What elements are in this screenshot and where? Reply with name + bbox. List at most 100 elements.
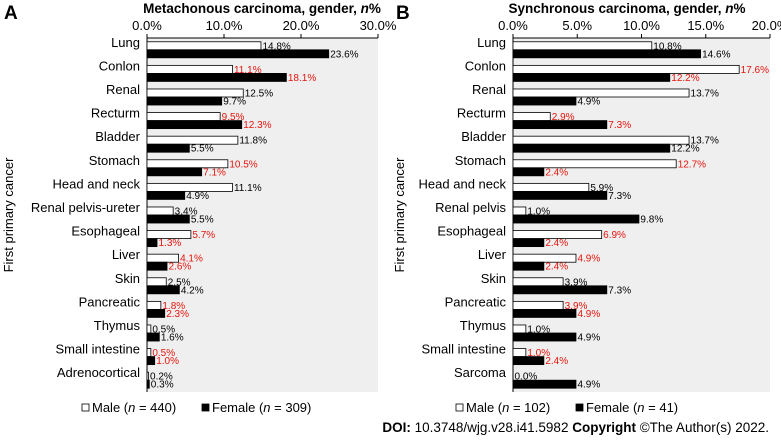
category-label-b: Skin (481, 271, 506, 286)
bar-female-b (512, 356, 545, 366)
data-label-male-b: 12.7% (678, 159, 706, 170)
category-label-a: Lung (111, 35, 140, 50)
bar-male-b (512, 112, 551, 121)
bar-male-b (512, 88, 690, 98)
x-tick-label-a: 0.0% (132, 18, 162, 33)
data-label-female-b: 2.4% (545, 238, 568, 249)
data-label-male-a: 11.1% (234, 65, 262, 76)
bar-female-a (146, 356, 156, 366)
data-label-female-a: 4.2% (181, 285, 204, 296)
copyright-label: Copyright (572, 420, 636, 435)
data-label-female-a: 4.9% (186, 191, 209, 202)
bar-female-b (512, 49, 702, 59)
data-label-female-b: 4.9% (577, 97, 600, 108)
data-label-female-a: 9.7% (223, 97, 246, 108)
legend-label-female-b: Female (n = 41) (586, 400, 678, 415)
bar-male-b (512, 64, 740, 74)
category-label-b: Liver (478, 247, 507, 262)
category-label-b: Renal pelvis (435, 200, 506, 215)
category-label-b: Head and neck (419, 176, 507, 191)
category-label-a: Skin (115, 271, 140, 286)
category-label-a: Head and neck (53, 176, 141, 191)
data-label-male-b: 1.0% (527, 348, 550, 359)
bar-female-b (512, 238, 545, 248)
bar-female-b (512, 214, 640, 224)
bar-male-b (512, 41, 653, 51)
data-label-male-b: 6.9% (603, 230, 626, 241)
data-label-female-b: 2.4% (545, 356, 568, 367)
bar-female-b (512, 73, 671, 82)
data-label-female-a: 5.5% (191, 144, 214, 155)
category-label-a: Pancreatic (79, 294, 141, 309)
bar-male-b (512, 253, 577, 263)
bar-female-a (146, 285, 180, 295)
data-label-male-a: 4.1% (180, 254, 203, 265)
data-label-male-a: 0.5% (152, 325, 175, 336)
x-tick-label-b: 10.0% (623, 18, 660, 33)
x-tick-label-b: 5.0% (562, 18, 592, 33)
category-label-a: Thymus (94, 318, 141, 333)
category-label-a: Bladder (95, 129, 140, 144)
bar-female-a (146, 167, 203, 177)
panel-letter-a: A (4, 3, 18, 24)
category-label-b: Bladder (461, 129, 506, 144)
data-label-male-a: 14.8% (262, 41, 290, 52)
citation-footer: DOI: 10.3748/wjg.v28.i41.5982 Copyright … (382, 420, 769, 435)
doi-label: DOI: (382, 420, 411, 435)
legend-label-male-a: Male (n = 440) (92, 400, 176, 415)
data-label-female-a: 2.3% (166, 309, 189, 320)
bar-female-a (146, 308, 166, 318)
data-label-female-a: 1.3% (159, 238, 182, 249)
data-label-male-b: 1.0% (527, 325, 550, 336)
data-label-male-b: 17.6% (741, 65, 769, 76)
legend-swatch-male-a (81, 403, 90, 412)
category-label-a: Renal (106, 82, 140, 97)
data-label-female-a: 5.5% (191, 215, 214, 226)
category-label-a: Liver (112, 247, 141, 262)
figure: A Metachonous carcinoma, gender, n% 0.0% 10… (1, 1, 781, 415)
data-label-female-b: 7.3% (608, 285, 631, 296)
data-label-male-a: 2.5% (168, 277, 191, 288)
data-label-female-a: 1.6% (161, 333, 184, 344)
data-label-male-b: 0.0% (515, 372, 538, 383)
chart-title-b: Synchronous carcinoma, gender, n% (508, 1, 745, 16)
data-label-male-a: 0.5% (152, 348, 175, 359)
bar-male-b (512, 277, 564, 287)
category-label-a: Esophageal (71, 224, 140, 239)
bar-male-a (146, 182, 233, 192)
bar-male-b (512, 300, 564, 310)
bar-female-b (512, 261, 545, 271)
legend-swatch-female-a (201, 403, 210, 412)
bar-female-a (146, 73, 287, 82)
chart-title-a: Metachonous carcinoma, gender, n% (143, 1, 381, 16)
bar-female-a (146, 214, 190, 224)
legend-swatch-male-b (455, 403, 464, 412)
bar-female-b (512, 308, 577, 318)
data-label-female-b: 4.9% (577, 333, 600, 344)
data-label-male-a: 0.2% (150, 372, 173, 383)
category-label-a: Conlon (99, 58, 140, 73)
data-label-female-a: 7.1% (203, 167, 226, 178)
data-label-female-b: 12.2% (671, 144, 699, 155)
data-label-female-b: 4.9% (577, 309, 600, 320)
bar-female-a (146, 190, 186, 200)
bar-male-a (146, 324, 152, 334)
y-axis-title-a: First primary cancer (1, 157, 16, 273)
data-label-male-a: 12.5% (245, 89, 273, 100)
data-label-male-b: 10.8% (653, 41, 681, 52)
data-label-female-a: 23.6% (330, 49, 358, 60)
data-label-male-a: 1.8% (162, 301, 185, 312)
category-label-b: Esophageal (437, 224, 506, 239)
category-label-b: Small intestine (421, 342, 506, 357)
bar-female-a (146, 261, 168, 271)
data-label-female-a: 18.1% (288, 73, 316, 84)
x-tick-label-b: 0.0% (498, 18, 528, 33)
data-label-male-a: 3.4% (175, 207, 198, 218)
data-label-male-a: 10.5% (229, 159, 257, 170)
bar-female-b (512, 120, 608, 130)
bar-female-b (512, 96, 577, 106)
data-label-female-a: 12.3% (243, 120, 271, 131)
data-label-male-a: 11.1% (234, 183, 262, 194)
data-label-male-b: 5.9% (590, 183, 613, 194)
bar-male-b (512, 206, 527, 216)
